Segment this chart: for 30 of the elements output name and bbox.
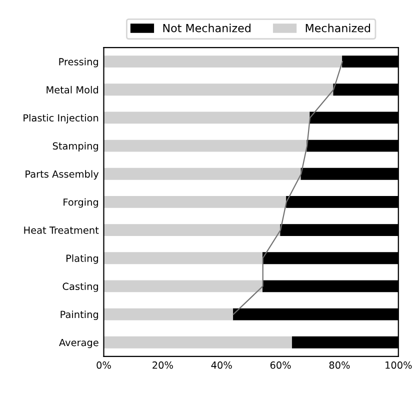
bar [104, 112, 310, 124]
y-tick-label: Casting [62, 282, 98, 292]
bar [104, 336, 293, 348]
y-tick-label: Plating [66, 254, 98, 264]
bar [104, 140, 308, 152]
legend-label: Mechanized [306, 24, 370, 32]
x-tick-label: 100% [386, 361, 412, 369]
bar [104, 252, 264, 264]
x-tick-label: 0% [96, 361, 111, 369]
y-tick-label: Parts Assembly [26, 170, 99, 180]
y-tick-label: Plastic Injection [24, 114, 98, 124]
bar [104, 224, 281, 236]
bar [104, 56, 343, 68]
y-tick-label: Painting [60, 310, 98, 320]
bar [104, 196, 287, 208]
x-tick-label: 80% [329, 361, 350, 369]
x-tick-label: 60% [270, 361, 291, 369]
bar [104, 308, 234, 320]
y-tick-label: Stamping [52, 142, 98, 152]
legend-label: Not Mechanized [163, 24, 250, 32]
x-tick-label: 20% [152, 361, 173, 369]
y-tick-label: Heat Treatment [24, 226, 99, 234]
y-tick-label: Pressing [59, 58, 98, 68]
bar [104, 168, 302, 180]
y-tick-label: Average [59, 338, 98, 348]
y-tick-label: Metal Mold [46, 86, 98, 94]
y-tick-label: Forging [64, 198, 98, 208]
x-tick-label: 40% [211, 361, 232, 369]
bar [104, 280, 264, 292]
bar [104, 84, 334, 96]
